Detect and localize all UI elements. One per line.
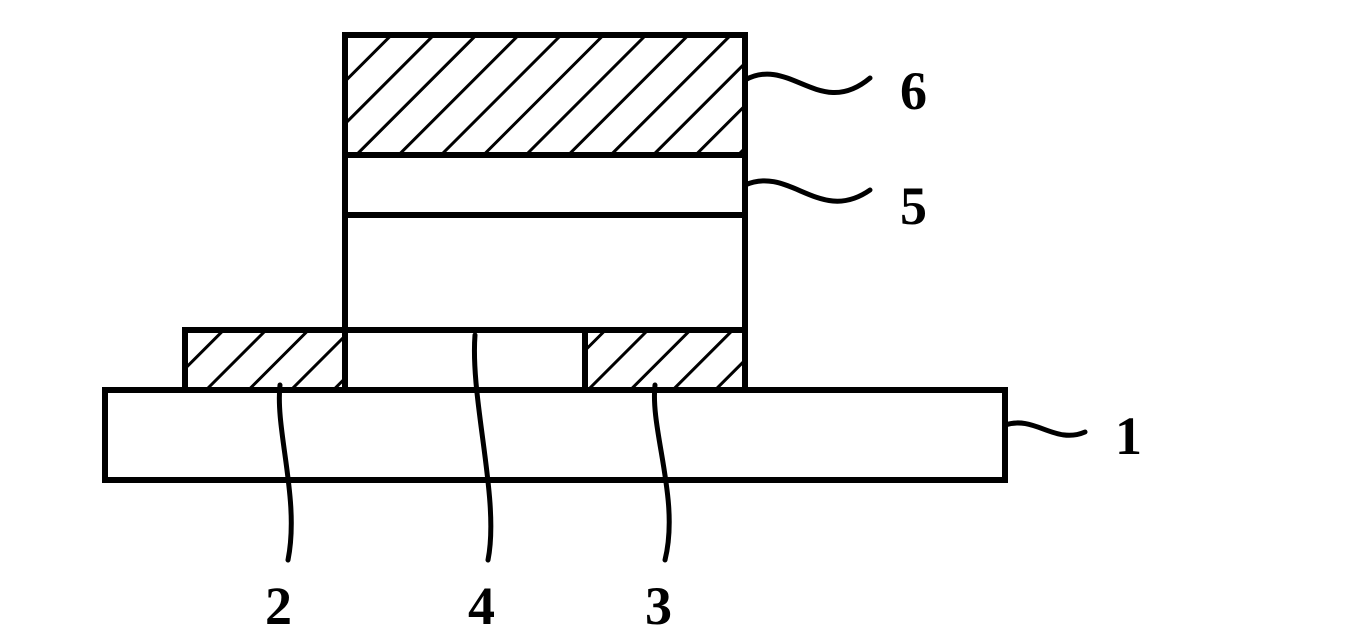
label-1: 1	[1115, 405, 1142, 467]
diagram-canvas	[0, 0, 1352, 640]
label-6: 6	[900, 60, 927, 122]
label-2: 2	[265, 575, 292, 637]
leader-l6	[745, 74, 870, 92]
left-electrode-hatch	[188, 333, 342, 387]
leader-l5	[745, 181, 870, 201]
label-5: 5	[900, 175, 927, 237]
middle-layer	[345, 215, 745, 330]
substrate-layer	[105, 390, 1005, 480]
top-layer-hatch	[348, 38, 742, 152]
thin-layer	[345, 155, 745, 215]
label-3: 3	[645, 575, 672, 637]
right-electrode-hatch	[588, 333, 742, 387]
leader-l1	[1005, 423, 1085, 435]
label-4: 4	[468, 575, 495, 637]
